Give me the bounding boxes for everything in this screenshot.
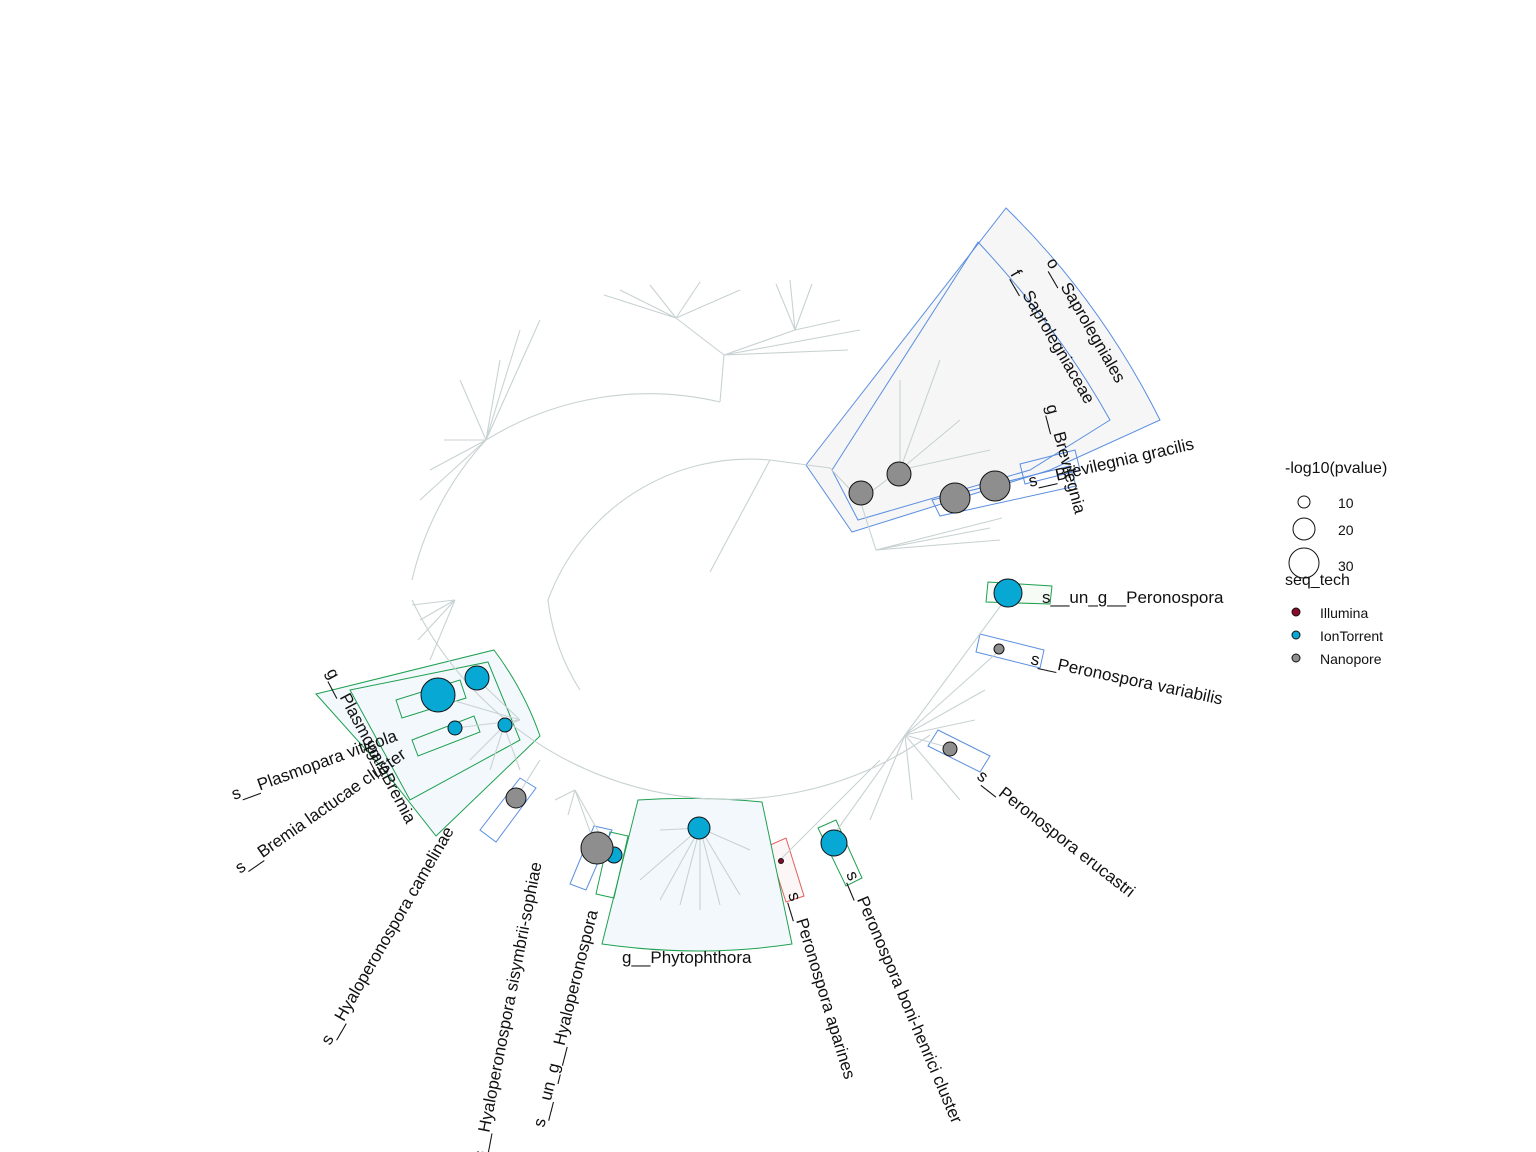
highlight-g-brevilegnia <box>931 465 1077 517</box>
marker-s-peronospora-erucastri <box>942 741 958 757</box>
highlight-s-hyaloperonospora-camelinae <box>479 777 537 843</box>
highlight-f-saprolegniaceae <box>831 241 1111 521</box>
highlight-g-phytophthora <box>601 797 793 952</box>
legend-size-circle-20 <box>1292 517 1316 541</box>
marker-s-hyaloperonospora-sisymbrii <box>580 831 614 865</box>
marker-s-bremia-lactucae-2 <box>497 717 513 733</box>
marker-g-phytophthora <box>687 816 711 840</box>
legend-size-label-10: 10 <box>1338 495 1354 511</box>
marker-s-hyaloperonospora-camelinae <box>505 787 527 809</box>
legend-color-illumina-swatch <box>1291 607 1301 617</box>
label-s-peronospora-boni-henrici: s__Peronospora boni-henrici cluster <box>842 868 966 1126</box>
marker-s-brevilegnia-gracilis-1 <box>939 482 971 514</box>
marker-s-brevilegnia-gracilis-2 <box>979 470 1011 502</box>
legend-color-iontorrent-swatch <box>1291 630 1301 640</box>
highlight-s-peronospora-boni-henrici <box>817 819 863 887</box>
legend-size-label-20: 20 <box>1338 522 1354 538</box>
legend-color-title: seq_tech <box>1285 572 1350 589</box>
label-s-peronospora-aparines: s__Peronospora aparines <box>784 890 859 1082</box>
legend-size-circle-30 <box>1288 547 1320 579</box>
legend-color-illumina-label: Illumina <box>1320 605 1368 621</box>
label-s-un-g-hyaloperonospora: s__un_g__Hyaloperonospora <box>529 907 602 1129</box>
highlight-s-hyaloperonospora-sisymbrii <box>569 825 613 891</box>
marker-g-brevilegnia-1 <box>848 480 874 506</box>
highlight-s-peronospora-aparines <box>767 837 805 903</box>
legend: -log10(pvalue) 10 20 30 seq_tech Illumin… <box>1285 460 1387 667</box>
legend-color-nanopore-swatch <box>1291 653 1301 663</box>
marker-s-peronospora-boni-henrici <box>820 829 848 857</box>
marker-s-plasmopara-viticola <box>420 677 456 713</box>
marker-s-peronospora-variabilis <box>993 643 1005 655</box>
highlight-s-un-g-hyaloperonospora <box>595 831 629 899</box>
marker-s-un-g-peronospora <box>993 578 1023 608</box>
highlight-s-brevilegnia-gracilis <box>1019 449 1081 485</box>
highlight-g-plasmopara-bremia <box>315 649 541 837</box>
marker-g-plasmopara <box>464 665 490 691</box>
label-s-un-g-peronospora: s__un_g__Peronospora <box>1042 588 1224 607</box>
label-g-phytophthora: g__Phytophthora <box>622 948 752 967</box>
marker-s-bremia-lactucae-1 <box>447 720 463 736</box>
legend-size-label-30: 30 <box>1338 558 1354 574</box>
legend-size-circle-10 <box>1297 495 1311 509</box>
legend-size-title: -log10(pvalue) <box>1285 460 1387 477</box>
label-s-hyaloperonospora-camelinae: s__Hyaloperonospora camelinae <box>317 823 458 1048</box>
marker-s-peronospora-aparines <box>778 858 784 864</box>
markers <box>420 461 1023 865</box>
highlight-s-peronospora-variabilis <box>975 633 1045 669</box>
label-s-peronospora-erucastri: s__Peronospora erucastri <box>974 766 1139 901</box>
clade-highlights <box>315 207 1161 952</box>
legend-color-nanopore-label: Nanopore <box>1320 651 1382 667</box>
highlight-s-peronospora-erucastri <box>927 729 991 773</box>
highlight-plasmopara-inner <box>349 661 521 801</box>
label-s-peronospora-variabilis: s__Peronospora variabilis <box>1029 649 1224 708</box>
legend-color-iontorrent-label: IonTorrent <box>1320 628 1383 644</box>
marker-g-brevilegnia-2 <box>886 461 912 487</box>
